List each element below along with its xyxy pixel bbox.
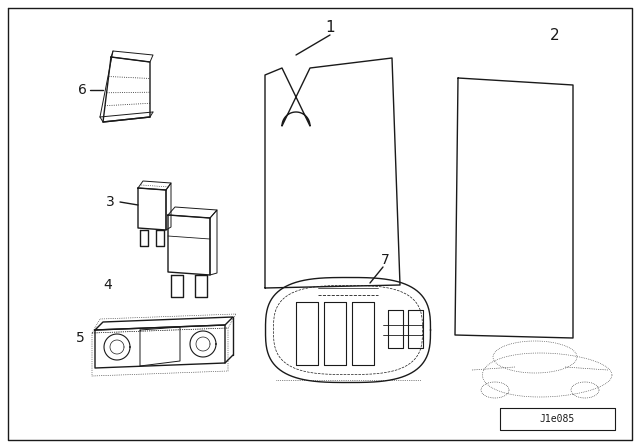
Text: 2: 2 — [550, 27, 560, 43]
Text: 4: 4 — [104, 278, 113, 292]
Text: 6: 6 — [77, 83, 86, 97]
Text: 1: 1 — [325, 21, 335, 35]
Text: 3: 3 — [106, 195, 115, 209]
Text: J1e085: J1e085 — [540, 414, 575, 424]
Text: 7: 7 — [381, 253, 389, 267]
Text: 5: 5 — [76, 331, 84, 345]
